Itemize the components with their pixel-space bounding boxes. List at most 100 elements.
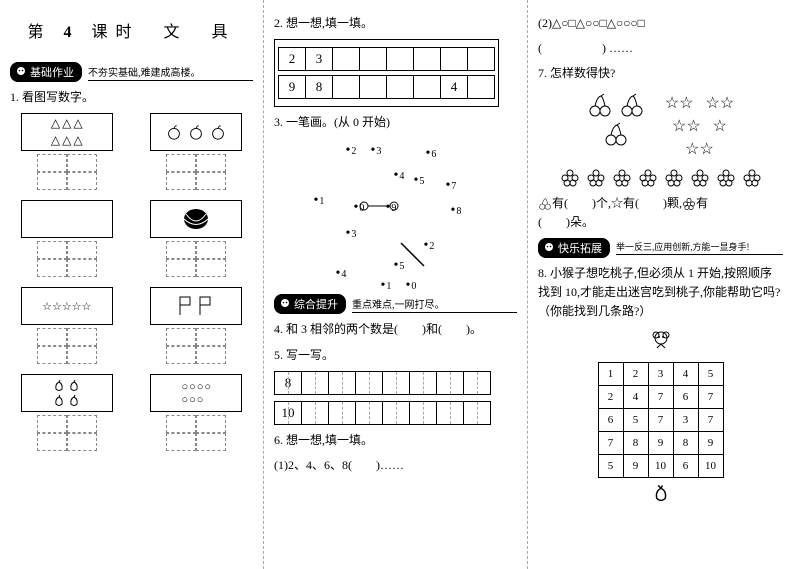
maze-cell[interactable]: 7 <box>648 408 673 431</box>
maze-cell[interactable]: 9 <box>648 431 673 454</box>
peach-icon <box>67 394 81 408</box>
maze-cell[interactable]: 6 <box>673 454 698 477</box>
table-cell[interactable] <box>437 401 464 424</box>
maze-cell[interactable]: 2 <box>598 385 623 408</box>
cartoon-icon <box>278 297 292 311</box>
table-cell[interactable] <box>329 371 356 394</box>
answer-grid[interactable] <box>37 415 97 451</box>
table-cell[interactable] <box>414 76 441 99</box>
dot-label: 0 <box>354 200 365 216</box>
table-cell[interactable] <box>464 401 491 424</box>
maze-cell[interactable]: 7 <box>648 385 673 408</box>
table-cell[interactable] <box>387 76 414 99</box>
table-cell[interactable] <box>468 48 495 71</box>
maze-cell[interactable]: 4 <box>673 362 698 385</box>
table-cell[interactable] <box>414 48 441 71</box>
badge-basic: 基础作业 不夯实基础,难建成高楼。 <box>10 62 253 82</box>
table-cell[interactable] <box>356 401 383 424</box>
maze-cell[interactable]: 8 <box>673 431 698 454</box>
maze-cell[interactable]: 3 <box>648 362 673 385</box>
flower-icon <box>586 168 606 188</box>
table-cell[interactable] <box>468 76 495 99</box>
maze-cell[interactable]: 7 <box>598 431 623 454</box>
q2-table2[interactable]: 98 4 <box>278 75 495 99</box>
table-cell[interactable] <box>333 76 360 99</box>
maze-cell[interactable]: 5 <box>698 362 723 385</box>
table-cell[interactable] <box>383 401 410 424</box>
maze-cell[interactable]: 4 <box>623 385 648 408</box>
maze-cell[interactable]: 10 <box>648 454 673 477</box>
table-cell[interactable] <box>329 401 356 424</box>
table-cell[interactable] <box>360 48 387 71</box>
box-circles: ○○○○ ○○○ <box>150 374 242 412</box>
maze-cell[interactable]: 6 <box>673 385 698 408</box>
table-cell[interactable] <box>302 371 329 394</box>
cherry-icon <box>603 122 629 148</box>
table-cell[interactable] <box>356 371 383 394</box>
answer-grid[interactable] <box>166 241 226 277</box>
maze-cell[interactable]: 5 <box>598 454 623 477</box>
table-cell[interactable] <box>410 371 437 394</box>
box-flags <box>150 287 242 325</box>
maze-cell[interactable]: 9 <box>698 431 723 454</box>
answer-grid[interactable] <box>166 328 226 364</box>
flower-icon <box>682 197 696 211</box>
table-cell[interactable]: 4 <box>441 76 468 99</box>
answer-grid[interactable] <box>37 154 97 190</box>
maze-cell[interactable]: 7 <box>698 385 723 408</box>
dot-label: 5 <box>394 258 405 274</box>
dot-label: 6 <box>426 146 437 162</box>
maze-cell[interactable]: 6 <box>598 408 623 431</box>
q7-a1: 有( )个, <box>552 196 611 210</box>
answer-grid[interactable] <box>37 241 97 277</box>
table-cell[interactable] <box>464 371 491 394</box>
maze-cell[interactable]: 2 <box>623 362 648 385</box>
table-cell[interactable]: 8 <box>275 371 302 394</box>
dot-label: 2 <box>424 238 435 254</box>
answer-grid[interactable] <box>166 415 226 451</box>
q5-table2[interactable]: 10 <box>274 401 491 425</box>
q2-table1[interactable]: 23 <box>278 47 495 71</box>
flower-icon <box>742 168 762 188</box>
badge-happy: 快乐拓展 举一反三,应用创新,方能一显身手! <box>538 238 783 258</box>
flower-icon <box>664 168 684 188</box>
maze-cell[interactable]: 1 <box>598 362 623 385</box>
q5-table1[interactable]: 8 <box>274 371 491 395</box>
badge-comp-label: 综合提升 <box>294 296 338 312</box>
answer-grid[interactable] <box>37 328 97 364</box>
table-cell[interactable]: 2 <box>279 48 306 71</box>
lesson-title: 第 4 课时 文 具 <box>10 18 253 42</box>
maze-cell[interactable]: 10 <box>698 454 723 477</box>
answer-grid[interactable] <box>166 154 226 190</box>
table-cell[interactable] <box>383 371 410 394</box>
apple-icon <box>187 123 205 141</box>
table-cell[interactable] <box>387 48 414 71</box>
table-cell[interactable]: 9 <box>279 76 306 99</box>
dot-label: 4 <box>394 168 405 184</box>
column-1: 第 4 课时 文 具 基础作业 不夯实基础,难建成高楼。 1. 看图写数字。 △… <box>0 0 264 569</box>
table-cell[interactable] <box>441 48 468 71</box>
peach-icon <box>67 379 81 393</box>
dot-label: 7 <box>446 178 457 194</box>
table-cell[interactable] <box>302 401 329 424</box>
maze-cell[interactable]: 5 <box>623 408 648 431</box>
table-cell[interactable]: 10 <box>275 401 302 424</box>
table-cell[interactable]: 8 <box>306 76 333 99</box>
table-cell[interactable] <box>333 48 360 71</box>
maze-cell[interactable]: 8 <box>623 431 648 454</box>
q8-maze[interactable]: 123452476765737789895910610 <box>598 362 724 478</box>
dot-label: 2 <box>346 143 357 159</box>
maze-cell[interactable]: 7 <box>698 408 723 431</box>
maze-cell[interactable]: 3 <box>673 408 698 431</box>
table-cell[interactable] <box>410 401 437 424</box>
q7-illustration: ☆☆☆☆ ☆☆☆ ☆☆ <box>538 90 783 188</box>
q3-dots[interactable]: 2364571098325410 <box>286 138 506 288</box>
dot-label: 9 <box>386 200 397 216</box>
table-cell[interactable]: 3 <box>306 48 333 71</box>
flag-icon <box>198 295 214 317</box>
monkey-icon <box>647 328 675 352</box>
box-stars: ☆☆☆☆☆ <box>21 287 113 325</box>
table-cell[interactable] <box>437 371 464 394</box>
maze-cell[interactable]: 9 <box>623 454 648 477</box>
table-cell[interactable] <box>360 76 387 99</box>
